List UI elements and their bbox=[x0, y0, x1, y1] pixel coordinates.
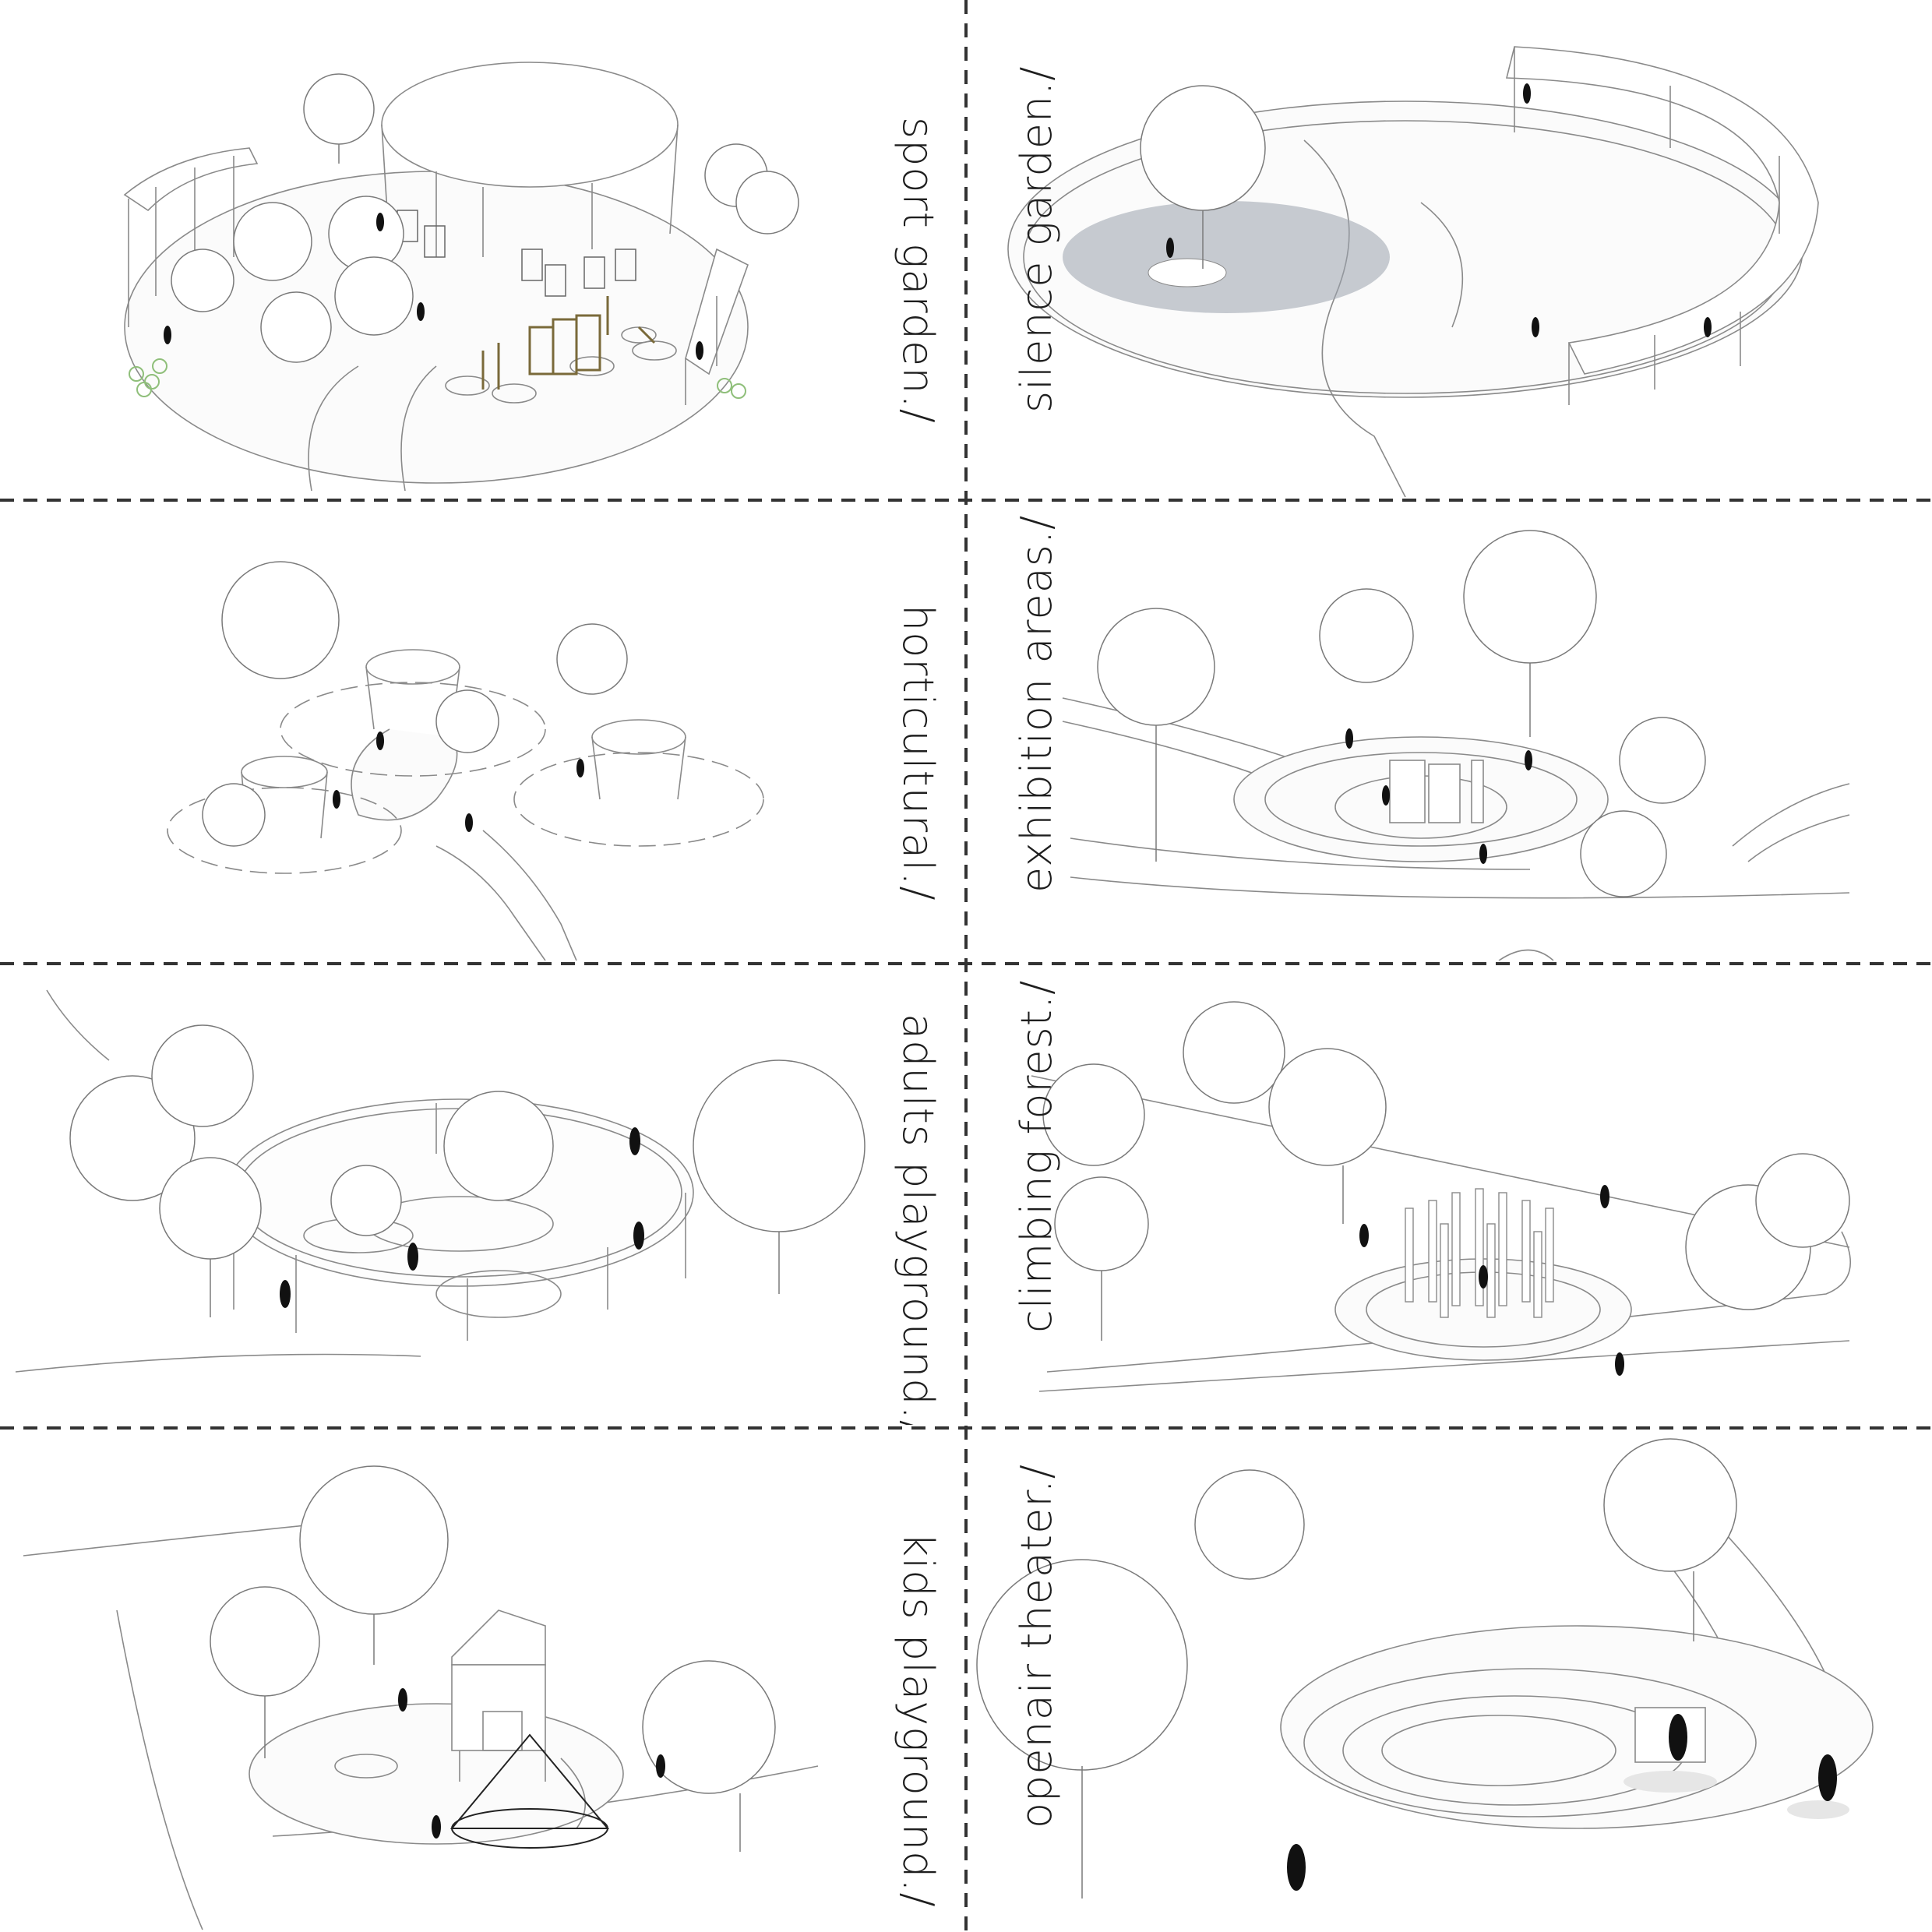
person-icon bbox=[1359, 1185, 1624, 1376]
panel-sport-garden: sport garden./ bbox=[0, 0, 963, 497]
panel-label: adults playground./ bbox=[894, 1014, 943, 1425]
tree-icon bbox=[1097, 530, 1706, 897]
panel-kids-playground: kids playground./ bbox=[0, 1431, 963, 1932]
person-icon bbox=[333, 732, 584, 832]
person-icon bbox=[1166, 83, 1712, 337]
sport-garden-drawing bbox=[123, 62, 799, 492]
panel-horticultural: horticultural./ bbox=[0, 503, 963, 961]
adults-playground-drawing bbox=[15, 989, 866, 1373]
panel-label: exhibition areas./ bbox=[1012, 514, 1061, 893]
tables bbox=[397, 210, 636, 297]
climbing-forest-drawing bbox=[1031, 1001, 1852, 1392]
exhibition-panel bbox=[1389, 760, 1426, 823]
panel-label: climbing forest./ bbox=[1012, 979, 1061, 1333]
panel-climbing-forest: climbing forest./ bbox=[969, 967, 1932, 1425]
climbing-net bbox=[450, 1733, 610, 1829]
tree-icon bbox=[210, 1465, 776, 1852]
horticultural-drawing bbox=[167, 561, 764, 961]
pavilion-icon bbox=[365, 649, 460, 685]
gym-equipment bbox=[481, 296, 656, 390]
bicycle-icon bbox=[129, 358, 746, 399]
pavilion-roof bbox=[381, 62, 679, 188]
exhibition-drawing bbox=[1062, 530, 1850, 961]
panel-label: horticultural./ bbox=[894, 605, 943, 901]
openair-theater-drawing bbox=[976, 1438, 1874, 1899]
pond bbox=[1063, 201, 1390, 313]
panel-label: kids playground./ bbox=[894, 1532, 943, 1908]
panel-openair-theater: openair theater./ bbox=[969, 1431, 1932, 1932]
pergola-icon bbox=[123, 147, 259, 212]
stage-spot bbox=[1624, 1771, 1717, 1793]
panel-label: sport garden./ bbox=[894, 117, 943, 424]
tree-icon bbox=[976, 1438, 1737, 1899]
panel-adults-playground: adults playground./ bbox=[0, 967, 963, 1425]
panel-label: silence garden./ bbox=[1012, 65, 1061, 414]
tree-icon bbox=[1140, 85, 1266, 269]
kids-playground-drawing bbox=[23, 1465, 819, 1930]
person-icon bbox=[398, 1688, 665, 1839]
tree-icon bbox=[69, 1024, 866, 1317]
panel-exhibition-areas: exhibition areas./ bbox=[969, 503, 1932, 961]
tree-icon bbox=[1042, 1001, 1850, 1341]
person-icon bbox=[1345, 728, 1532, 864]
pergola-icon bbox=[1505, 46, 1819, 375]
silence-garden-drawing bbox=[1007, 46, 1819, 497]
panel-label: openair theater./ bbox=[1012, 1464, 1061, 1828]
person-icon bbox=[1287, 1714, 1837, 1891]
play-tower bbox=[451, 1609, 546, 1666]
person-icon bbox=[280, 1127, 644, 1308]
tree-icon bbox=[202, 561, 628, 847]
tree-icon bbox=[171, 73, 799, 363]
theater-bowl bbox=[1280, 1625, 1874, 1829]
panel-silence-garden: silence garden./ bbox=[969, 0, 1932, 497]
path-line bbox=[308, 365, 359, 492]
person-icon bbox=[164, 213, 703, 360]
path-line bbox=[435, 845, 546, 961]
